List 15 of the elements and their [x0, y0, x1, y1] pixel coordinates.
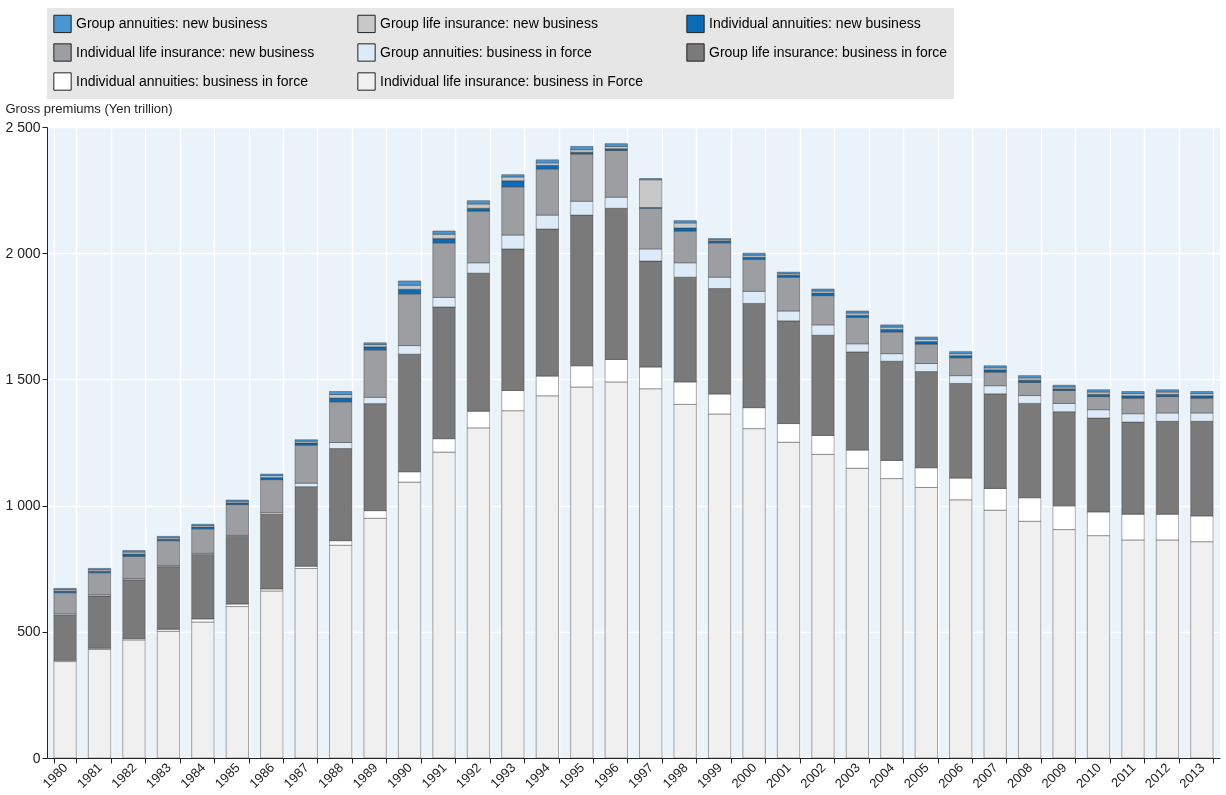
legend-label: Individual life insurance: business in Force [380, 72, 644, 89]
legend-label: Individual life insurance: new business [76, 43, 315, 60]
legend-label: Individual annuities: new business [709, 14, 921, 31]
legend-label: Group life insurance: new business [380, 14, 598, 31]
legend-label: Group life insurance: business in force [709, 43, 948, 60]
legend-label: Group annuities: business in force [380, 43, 592, 60]
legend-label: Group annuities: new business [76, 14, 268, 31]
legend-label: Individual annuities: business in force [76, 72, 309, 89]
y-tick-label: 0 [32, 749, 41, 766]
y-tick-label: 2 500 [5, 118, 41, 135]
y-tick-label: 1 000 [5, 497, 41, 514]
y-tick-label: 2 000 [5, 244, 41, 261]
y-tick-label: 1 500 [5, 370, 41, 387]
y-tick-label: 500 [17, 623, 41, 640]
y-axis-title: Gross premiums (Yen trillion) [5, 100, 173, 116]
